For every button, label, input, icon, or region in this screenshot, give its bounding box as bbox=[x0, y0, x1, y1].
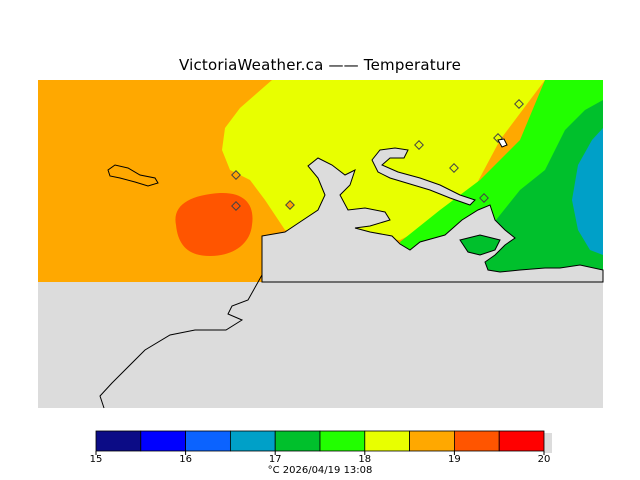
coastline-south bbox=[99, 239, 276, 409]
colorbar-segment bbox=[140, 430, 187, 452]
colorbar-tick-label: 16 bbox=[179, 454, 192, 465]
colorbar-segment bbox=[95, 430, 142, 452]
colorbar-segment bbox=[364, 430, 410, 452]
station-marker[interactable] bbox=[231, 170, 241, 180]
land-mass-south bbox=[38, 282, 603, 408]
station-marker[interactable] bbox=[479, 193, 489, 203]
colorbar-tick-label: 17 bbox=[268, 454, 282, 465]
colorbar-segment bbox=[319, 430, 366, 452]
colorbar bbox=[95, 430, 552, 455]
colorbar-segment bbox=[453, 430, 500, 452]
temperature-zone-16-5 bbox=[572, 128, 603, 255]
colorbar-shadow bbox=[544, 433, 552, 453]
map-title: VictoriaWeather.ca —— Temperature bbox=[178, 56, 462, 74]
land-peninsula bbox=[261, 157, 604, 283]
temperature-zone-19-5 bbox=[175, 192, 253, 256]
station-marker[interactable] bbox=[231, 201, 241, 211]
colorbar-tick-label: 15 bbox=[89, 454, 103, 465]
colorbar-segment bbox=[185, 430, 231, 452]
island-green bbox=[459, 234, 501, 256]
colorbar-tick-label: 20 bbox=[537, 454, 551, 465]
station-marker[interactable] bbox=[449, 163, 459, 173]
small-island-marker bbox=[497, 138, 508, 148]
station-marker[interactable] bbox=[514, 99, 524, 109]
colorbar-segment bbox=[274, 430, 321, 452]
unit-and-timestamp: °C 2026/04/19 13:08 bbox=[267, 465, 373, 476]
colorbar-segment bbox=[409, 430, 455, 452]
colorbar-segment bbox=[498, 430, 545, 452]
station-marker[interactable] bbox=[285, 200, 295, 210]
island-outline-left bbox=[107, 164, 159, 187]
inlet-shape bbox=[371, 147, 476, 206]
colorbar-segment bbox=[229, 430, 276, 452]
station-marker[interactable] bbox=[414, 140, 424, 150]
colorbar-tick-label: 19 bbox=[448, 454, 461, 465]
colorbar-tick-label: 18 bbox=[358, 454, 372, 465]
